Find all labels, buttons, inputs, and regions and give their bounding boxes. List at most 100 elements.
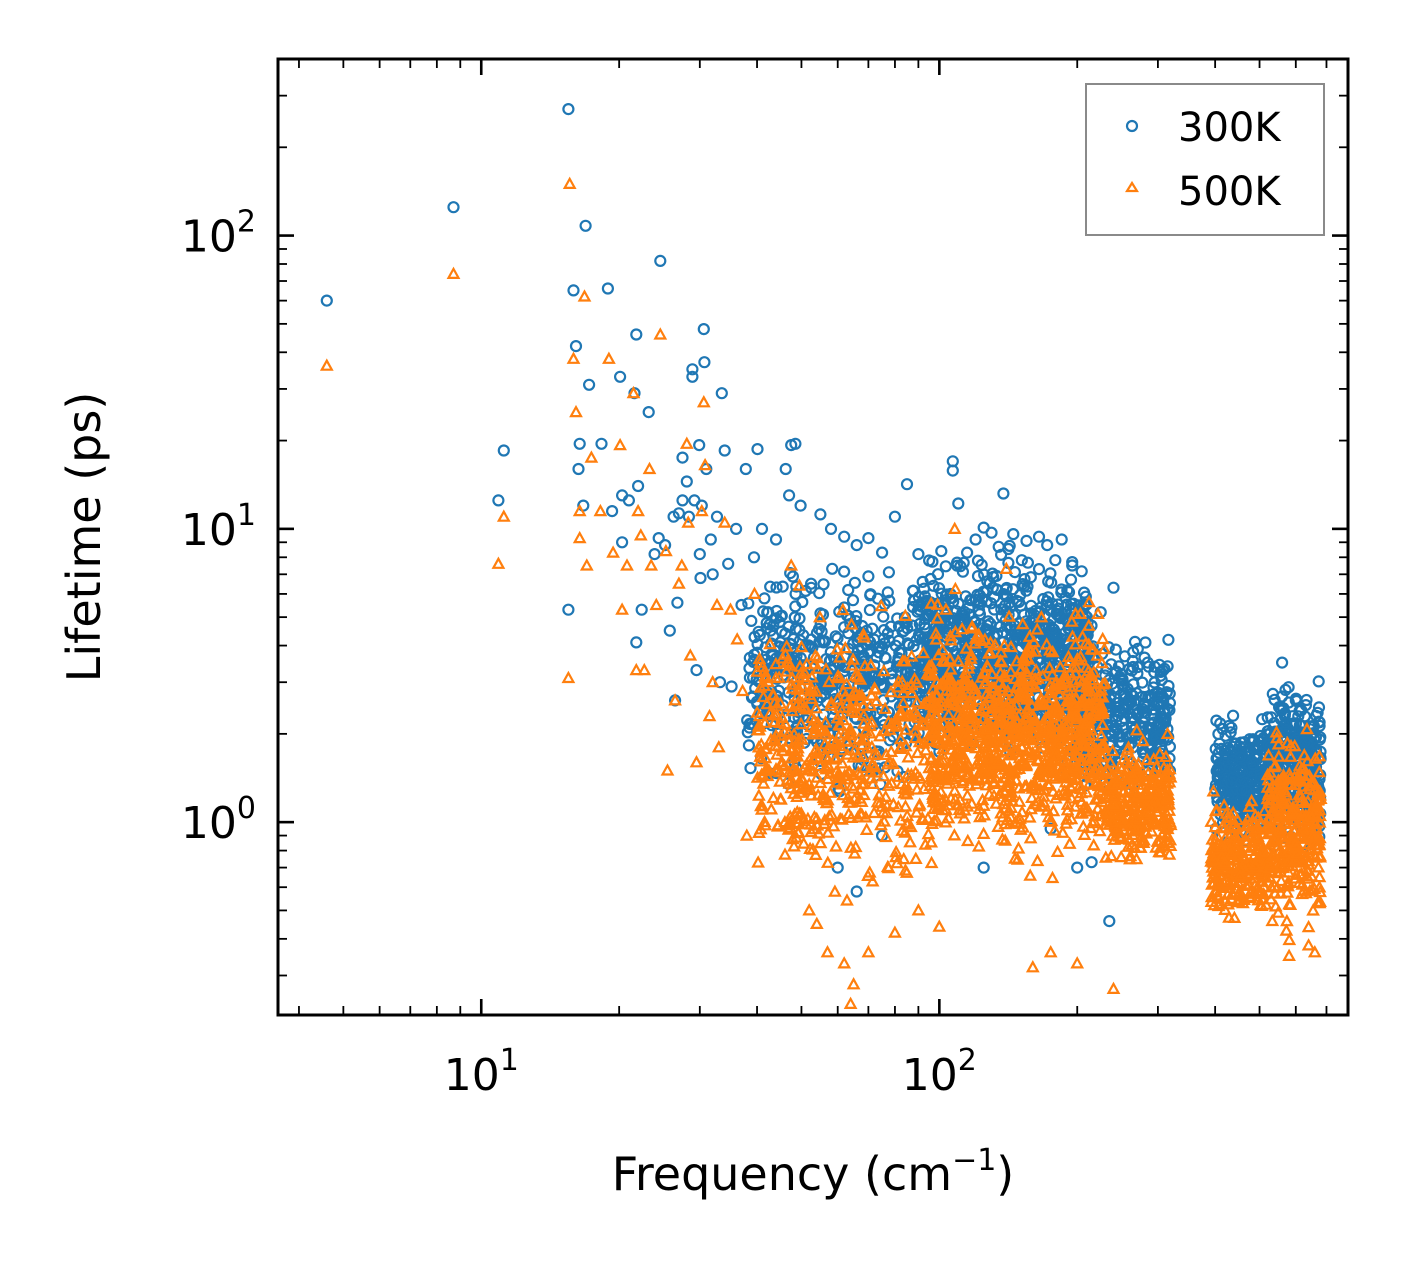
- point-300k: [1151, 696, 1165, 710]
- point-500k: [820, 945, 835, 958]
- point-500k: [756, 689, 771, 703]
- point-500k: [849, 698, 864, 712]
- point-500k: [1265, 913, 1280, 927]
- point-500k: [1020, 645, 1035, 658]
- point-500k: [1257, 803, 1272, 817]
- point-300k: [1032, 530, 1046, 543]
- point-500k: [894, 776, 909, 790]
- point-500k: [913, 771, 928, 784]
- point-500k: [833, 718, 847, 731]
- point-500k: [1028, 644, 1043, 657]
- point-500k: [1140, 785, 1155, 798]
- point-500k: [943, 662, 958, 675]
- point-500k: [756, 776, 771, 789]
- point-300k: [916, 575, 929, 589]
- point-300k: [1086, 640, 1099, 653]
- point-500k: [561, 670, 576, 684]
- point-500k: [1293, 827, 1308, 841]
- point-500k: [838, 640, 853, 654]
- point-300k: [739, 462, 752, 476]
- point-500k: [980, 732, 995, 746]
- point-500k: [1239, 878, 1253, 891]
- point-500k: [1279, 923, 1294, 936]
- point-300k: [981, 575, 994, 588]
- point-300k: [994, 548, 1008, 561]
- point-500k: [797, 760, 812, 773]
- point-500k: [924, 855, 939, 869]
- point-300k: [864, 589, 877, 602]
- point-500k: [923, 733, 938, 747]
- point-500k: [750, 770, 765, 783]
- point-500k: [999, 691, 1014, 705]
- point-500k: [802, 687, 817, 701]
- point-500k: [900, 709, 914, 722]
- point-500k: [1139, 807, 1153, 820]
- point-500k: [1205, 860, 1220, 873]
- point-500k: [803, 782, 818, 796]
- point-500k: [808, 847, 823, 861]
- point-300k: [782, 620, 795, 633]
- point-500k: [835, 756, 849, 769]
- point-500k: [1215, 820, 1230, 833]
- point-300k: [935, 544, 948, 558]
- point-500k: [1221, 876, 1236, 890]
- point-500k: [1062, 726, 1076, 740]
- point-300k: [1138, 651, 1151, 664]
- point-500k: [1078, 737, 1093, 751]
- point-500k: [966, 734, 981, 747]
- point-500k: [1062, 691, 1077, 705]
- point-500k: [864, 688, 879, 701]
- point-500k: [1047, 754, 1061, 767]
- point-500k: [1305, 774, 1320, 788]
- point-500k: [1217, 798, 1231, 811]
- point-500k: [851, 765, 866, 778]
- point-500k: [633, 528, 648, 541]
- point-300k: [863, 603, 877, 617]
- point-300k: [1018, 579, 1031, 592]
- point-500k: [881, 860, 896, 874]
- point-300k: [1248, 752, 1262, 765]
- point-500k: [847, 792, 862, 805]
- point-300k: [1041, 632, 1054, 645]
- point-500k: [1162, 847, 1177, 860]
- point-500k: [572, 530, 587, 544]
- point-500k: [1301, 919, 1316, 933]
- point-500k: [942, 762, 957, 775]
- point-500k: [769, 728, 783, 741]
- point-500k: [637, 662, 652, 676]
- point-500k: [891, 674, 906, 687]
- point-300k: [1309, 731, 1323, 744]
- point-300k: [977, 861, 990, 874]
- point-300k: [1131, 642, 1144, 656]
- point-300k: [447, 201, 460, 214]
- point-300k: [1055, 533, 1068, 546]
- point-500k: [955, 775, 970, 789]
- point-500k: [1075, 806, 1090, 819]
- point-300k: [1218, 743, 1232, 757]
- point-500k: [1146, 814, 1161, 828]
- point-500k: [943, 628, 958, 642]
- point-500k: [757, 814, 772, 828]
- point-500k: [1080, 680, 1095, 693]
- point-500k: [1308, 751, 1323, 764]
- point-500k: [631, 503, 645, 517]
- point-500k: [997, 668, 1012, 681]
- point-500k: [1098, 850, 1113, 863]
- point-500k: [1100, 763, 1115, 776]
- point-300k: [715, 387, 728, 400]
- point-500k: [911, 903, 926, 916]
- point-500k: [824, 698, 838, 711]
- point-500k: [856, 698, 871, 711]
- point-500k: [822, 809, 837, 822]
- point-500k: [930, 700, 944, 714]
- point-500k: [968, 681, 982, 695]
- point-500k: [891, 769, 906, 782]
- point-500k: [792, 578, 807, 591]
- point-500k: [1300, 768, 1315, 782]
- point-500k: [757, 678, 772, 692]
- point-500k: [1053, 732, 1067, 746]
- point-500k: [1097, 737, 1111, 750]
- point-300k: [969, 533, 982, 546]
- point-500k: [1281, 865, 1296, 878]
- point-500k: [828, 884, 842, 897]
